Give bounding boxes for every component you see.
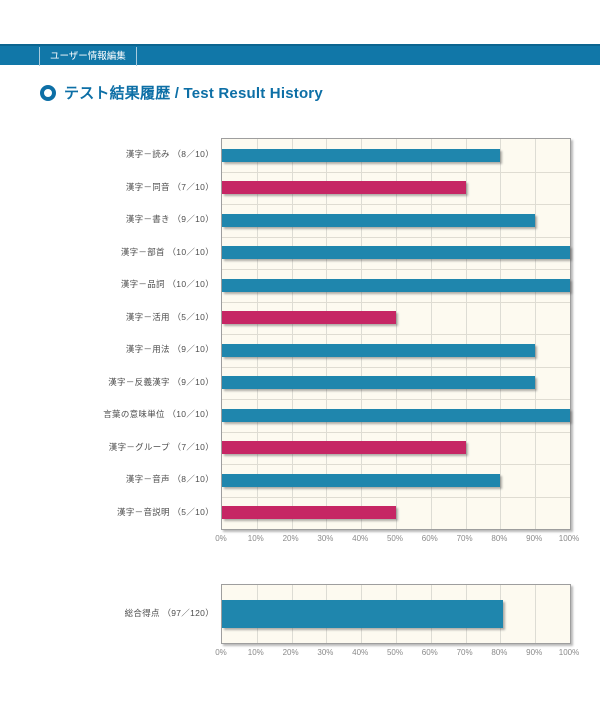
page-title: テスト結果履歴 / Test Result History [64,85,323,102]
horizontal-gridline [222,496,570,498]
x-axis-tick-label: 60% [421,648,438,657]
x-axis: 0% 10% 20% 30% 40% 50% 60% 70% 80% 90% 100% [215,530,579,545]
plot-area [221,138,571,530]
horizontal-gridline [222,464,570,465]
category-label: 漢字－部首 （10／10） [120,246,214,257]
chart-bar [222,181,466,195]
x-axis-tick-label: 50% [386,648,403,657]
x-axis-tick-label: 90% [526,648,543,657]
horizontal-gridline [222,366,570,368]
chart-bar [222,376,536,390]
plot-area [221,584,571,644]
category-label: 漢字－読み （8／10） [125,149,214,160]
x-axis-tick-label: 20% [282,648,299,657]
category-label: 漢字－用法 （9／10） [125,344,214,355]
horizontal-gridline [222,171,570,173]
x-axis-tick-label: 70% [456,534,473,543]
x-axis-tick-label: 30% [317,648,334,657]
category-label: 漢字－書き （9／10） [125,214,214,225]
category-label: 漢字－活用 （5／10） [125,311,214,322]
x-axis-tick-label: 80% [491,648,508,657]
chart-bar [222,473,501,487]
horizontal-gridline [222,269,570,270]
x-axis: 0% 10% 20% 30% 40% 50% 60% 70% 80% 90% 100% [215,644,579,659]
horizontal-gridline [222,301,570,303]
chart-bar [222,311,396,325]
x-axis-tick-label: 40% [352,648,369,657]
category-label: 言葉の意味単位 （10／10） [103,409,214,420]
nav-bar: ユーザー情報編集 [0,44,600,66]
vertical-gridline [535,585,537,643]
x-axis-tick-label: 80% [491,534,508,543]
horizontal-gridline [222,334,570,335]
chart-bar [222,278,570,292]
category-label: 漢字－同音 （7／10） [125,181,214,192]
chart-bar [222,408,570,422]
horizontal-gridline [222,204,570,205]
nav-tab-user-info-edit[interactable]: ユーザー情報編集 [39,47,137,66]
category-label: 漢字－反義漢字 （9／10） [108,376,214,387]
chart-bar [222,246,570,260]
horizontal-gridline [222,236,570,238]
x-axis-tick-label: 90% [526,534,543,543]
chart-bar [222,213,536,227]
x-axis-tick-label: 0% [215,534,227,543]
x-axis-tick-label: 20% [282,534,299,543]
x-axis-tick-label: 40% [352,534,369,543]
chart-bar [222,343,536,357]
chart-bar [222,441,466,455]
chart-bar [222,600,504,628]
category-label: 漢字－品詞 （10／10） [120,279,214,290]
horizontal-gridline [222,399,570,400]
page-title-row: テスト結果履歴 / Test Result History [40,82,600,103]
category-label: 総合得点 （97／120） [124,608,214,618]
category-labels: 漢字－読み （8／10） 漢字－同音 （7／10） 漢字－書き （9／10） 漢字－部… [0,138,221,528]
chart-bar [222,148,501,162]
category-labels: 総合得点 （97／120） [0,584,221,642]
chart-bar [222,506,396,520]
x-axis-tick-label: 100% [558,534,580,543]
x-axis-tick-label: 0% [215,648,227,657]
x-axis-tick-label: 100% [558,648,580,657]
category-label: 漢字－グループ （7／10） [108,441,214,452]
x-axis-tick-label: 50% [386,534,403,543]
horizontal-gridline [222,431,570,433]
total-score-chart: 総合得点 （97／120） 0% 10% 20% 30% 40% 50% 60% 70% 80% 9… [0,584,600,659]
plot-area-wrapper: 0% 10% 20% 30% 40% 50% 60% 70% 80% 90% 100% [215,138,579,545]
x-axis-tick-label: 10% [247,534,264,543]
plot-area-wrapper: 0% 10% 20% 30% 40% 50% 60% 70% 80% 90% 100% [215,584,579,659]
circle-bullet-icon [40,84,56,101]
x-axis-tick-label: 10% [247,648,264,657]
category-label: 漢字－音声 （8／10） [125,474,214,485]
test-result-history-chart: 漢字－読み （8／10） 漢字－同音 （7／10） 漢字－書き （9／10） 漢字－部… [0,138,600,545]
x-axis-tick-label: 60% [421,534,438,543]
x-axis-tick-label: 30% [317,534,334,543]
category-label: 漢字－音説明 （5／10） [117,506,214,517]
x-axis-tick-label: 70% [456,648,473,657]
